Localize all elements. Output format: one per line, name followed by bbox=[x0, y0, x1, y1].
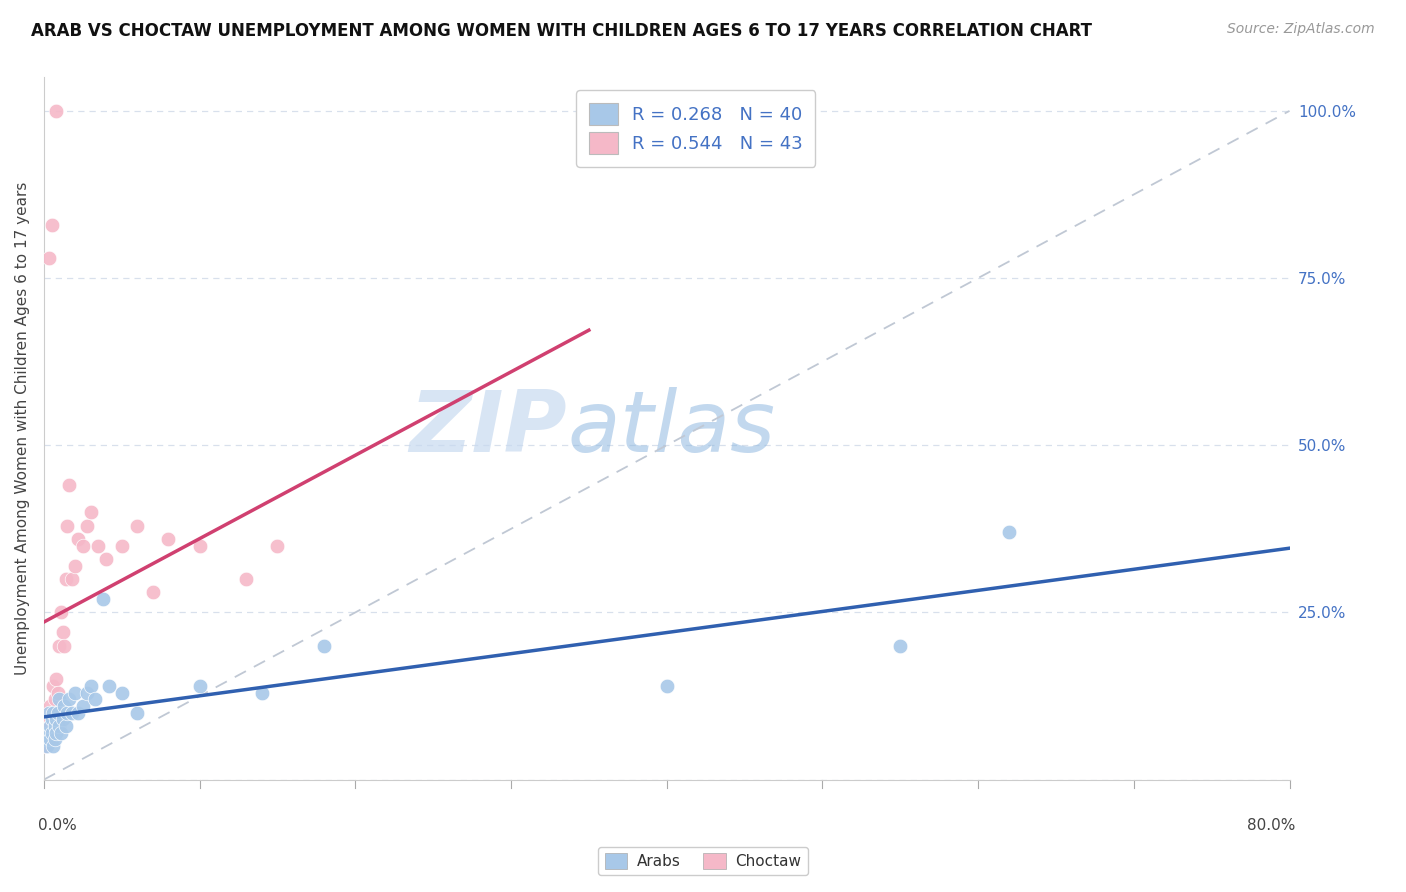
Text: 80.0%: 80.0% bbox=[1247, 818, 1296, 833]
Point bbox=[45, 726, 67, 740]
Point bbox=[67, 532, 90, 546]
Point bbox=[38, 706, 60, 720]
Point bbox=[127, 706, 149, 720]
Point bbox=[45, 673, 67, 687]
Point bbox=[67, 706, 90, 720]
Point bbox=[91, 592, 114, 607]
Point bbox=[39, 699, 62, 714]
Point bbox=[39, 719, 62, 733]
Point bbox=[44, 719, 66, 733]
Point bbox=[56, 706, 79, 720]
Point bbox=[142, 585, 165, 599]
Point bbox=[52, 625, 75, 640]
Point bbox=[49, 726, 72, 740]
Point bbox=[188, 539, 211, 553]
Legend: Arabs, Choctaw: Arabs, Choctaw bbox=[599, 847, 807, 875]
Point bbox=[46, 686, 69, 700]
Point bbox=[60, 706, 83, 720]
Point bbox=[45, 103, 67, 118]
Point bbox=[42, 706, 65, 720]
Point bbox=[35, 706, 58, 720]
Point bbox=[52, 713, 75, 727]
Legend: R = 0.268   N = 40, R = 0.544   N = 43: R = 0.268 N = 40, R = 0.544 N = 43 bbox=[576, 90, 815, 167]
Point bbox=[41, 713, 63, 727]
Point bbox=[42, 679, 65, 693]
Point bbox=[53, 639, 76, 653]
Point bbox=[35, 739, 58, 754]
Point bbox=[72, 699, 94, 714]
Point bbox=[39, 732, 62, 747]
Point bbox=[235, 572, 257, 586]
Text: ZIP: ZIP bbox=[409, 387, 567, 470]
Point bbox=[53, 699, 76, 714]
Point bbox=[46, 706, 69, 720]
Point bbox=[44, 732, 66, 747]
Point bbox=[41, 218, 63, 232]
Point bbox=[44, 692, 66, 706]
Point bbox=[42, 713, 65, 727]
Point bbox=[63, 686, 86, 700]
Point bbox=[998, 525, 1021, 540]
Point bbox=[157, 532, 180, 546]
Point bbox=[63, 558, 86, 573]
Point bbox=[889, 639, 911, 653]
Text: 0.0%: 0.0% bbox=[38, 818, 76, 833]
Point bbox=[79, 679, 101, 693]
Point bbox=[42, 739, 65, 754]
Point bbox=[48, 719, 70, 733]
Point bbox=[84, 692, 107, 706]
Point bbox=[38, 726, 60, 740]
Point bbox=[55, 572, 77, 586]
Point bbox=[34, 739, 56, 754]
Point bbox=[250, 686, 273, 700]
Point bbox=[48, 719, 70, 733]
Point bbox=[60, 572, 83, 586]
Point bbox=[44, 719, 66, 733]
Text: ARAB VS CHOCTAW UNEMPLOYMENT AMONG WOMEN WITH CHILDREN AGES 6 TO 17 YEARS CORREL: ARAB VS CHOCTAW UNEMPLOYMENT AMONG WOMEN… bbox=[31, 22, 1092, 40]
Point bbox=[39, 719, 62, 733]
Point bbox=[34, 719, 56, 733]
Point bbox=[56, 518, 79, 533]
Point bbox=[45, 713, 67, 727]
Point bbox=[98, 679, 121, 693]
Point bbox=[58, 478, 80, 492]
Point bbox=[49, 606, 72, 620]
Point bbox=[76, 518, 98, 533]
Point bbox=[41, 706, 63, 720]
Text: Source: ZipAtlas.com: Source: ZipAtlas.com bbox=[1227, 22, 1375, 37]
Point bbox=[76, 686, 98, 700]
Point bbox=[655, 679, 678, 693]
Point bbox=[41, 726, 63, 740]
Point bbox=[38, 251, 60, 265]
Y-axis label: Unemployment Among Women with Children Ages 6 to 17 years: Unemployment Among Women with Children A… bbox=[15, 182, 30, 675]
Point bbox=[55, 719, 77, 733]
Point bbox=[188, 679, 211, 693]
Point bbox=[127, 518, 149, 533]
Point bbox=[48, 692, 70, 706]
Point bbox=[38, 713, 60, 727]
Point bbox=[96, 552, 118, 566]
Point bbox=[35, 732, 58, 747]
Point bbox=[38, 726, 60, 740]
Point bbox=[41, 732, 63, 747]
Point bbox=[48, 639, 70, 653]
Point bbox=[266, 539, 288, 553]
Point bbox=[87, 539, 110, 553]
Point bbox=[45, 706, 67, 720]
Point bbox=[314, 639, 336, 653]
Point bbox=[72, 539, 94, 553]
Point bbox=[58, 692, 80, 706]
Point bbox=[111, 686, 134, 700]
Point bbox=[79, 505, 101, 519]
Text: atlas: atlas bbox=[567, 387, 775, 470]
Point bbox=[111, 539, 134, 553]
Point bbox=[34, 732, 56, 747]
